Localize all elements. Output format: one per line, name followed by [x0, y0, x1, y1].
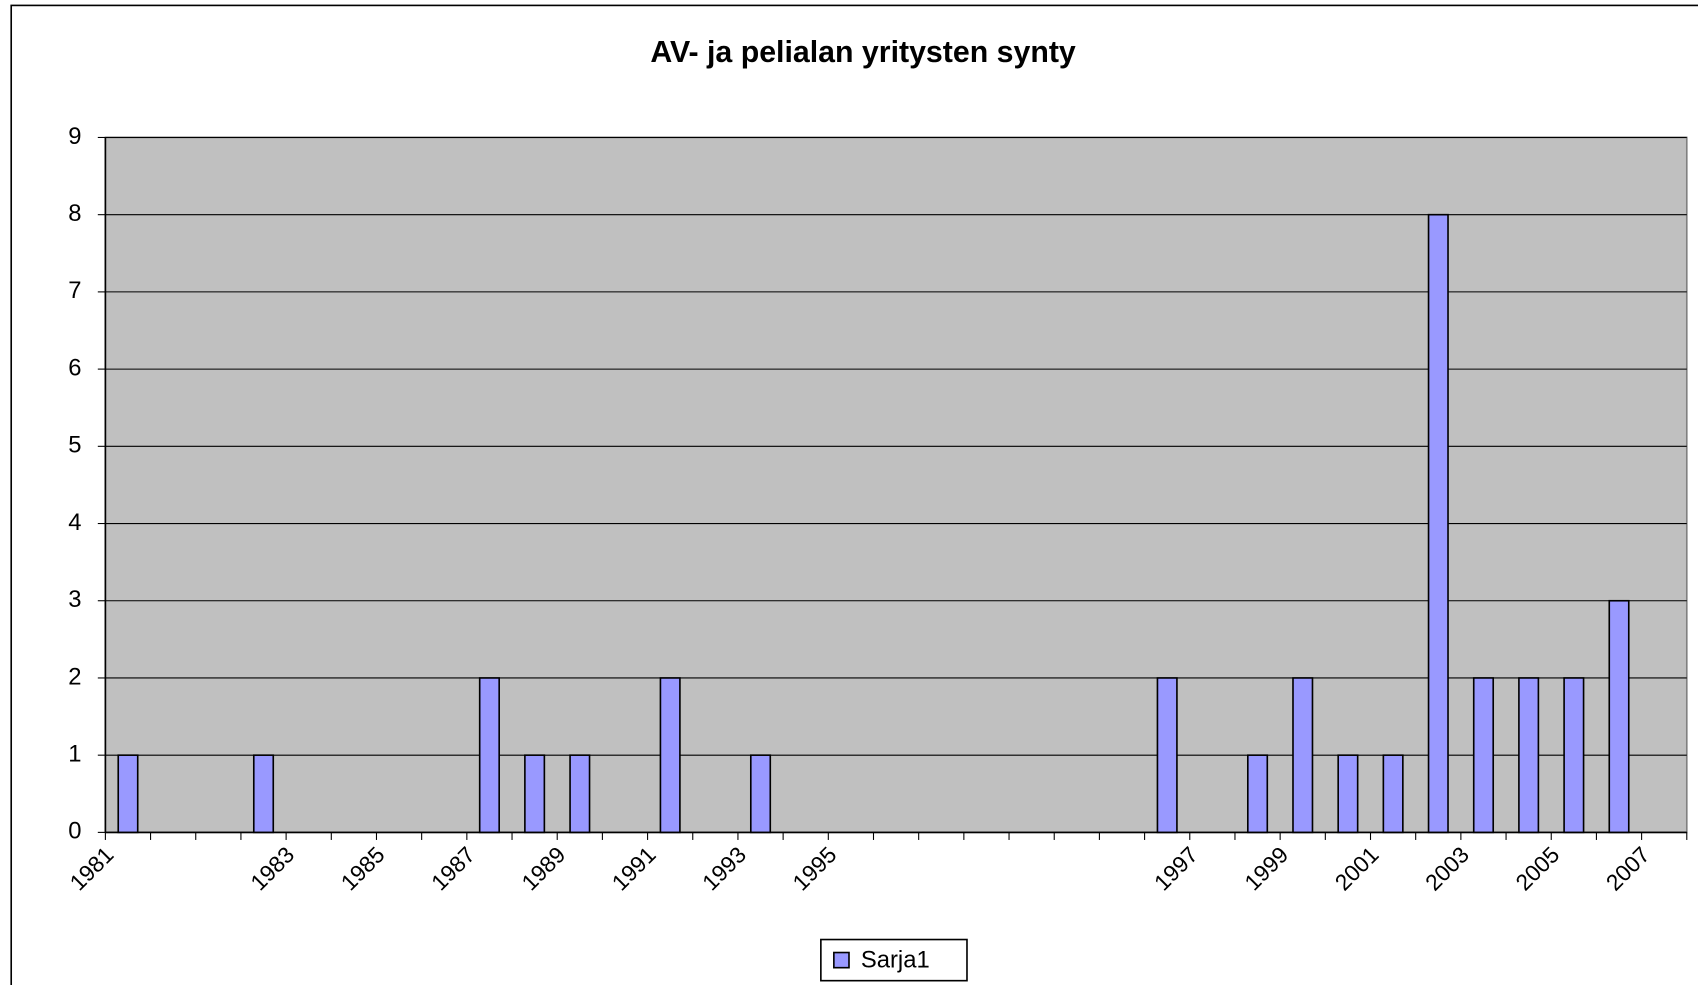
y-tick-label: 8 [68, 200, 81, 227]
bar [1472, 677, 1495, 834]
plot-area [104, 136, 1688, 834]
bar [1563, 677, 1585, 834]
bar [1608, 599, 1630, 834]
legend-swatch [833, 951, 850, 969]
bar [1292, 677, 1314, 834]
bar [524, 754, 546, 834]
bar [659, 677, 681, 834]
bar [478, 677, 500, 834]
bar [1518, 677, 1540, 834]
y-tick-label: 4 [68, 509, 81, 536]
y-tick-label: 0 [68, 818, 81, 845]
bar [252, 754, 275, 834]
bar [1337, 754, 1359, 834]
chart-title: AV- ja pelialan yritysten synty [650, 36, 1076, 69]
y-tick-label: 6 [68, 354, 81, 381]
bar [569, 754, 591, 834]
y-tick-label: 3 [68, 586, 81, 613]
bar [749, 754, 772, 834]
y-tick-label: 7 [68, 277, 81, 304]
legend: Sarja1 [820, 938, 968, 982]
bar [117, 754, 139, 834]
bar [1382, 754, 1404, 834]
bar [1156, 677, 1178, 834]
y-tick-label: 1 [68, 740, 81, 767]
bar [1427, 213, 1449, 834]
y-tick-label: 2 [68, 663, 81, 690]
y-tick-label: 9 [68, 123, 81, 150]
legend-label: Sarja1 [861, 946, 930, 973]
y-tick-label: 5 [68, 432, 81, 459]
bar [1246, 754, 1269, 834]
